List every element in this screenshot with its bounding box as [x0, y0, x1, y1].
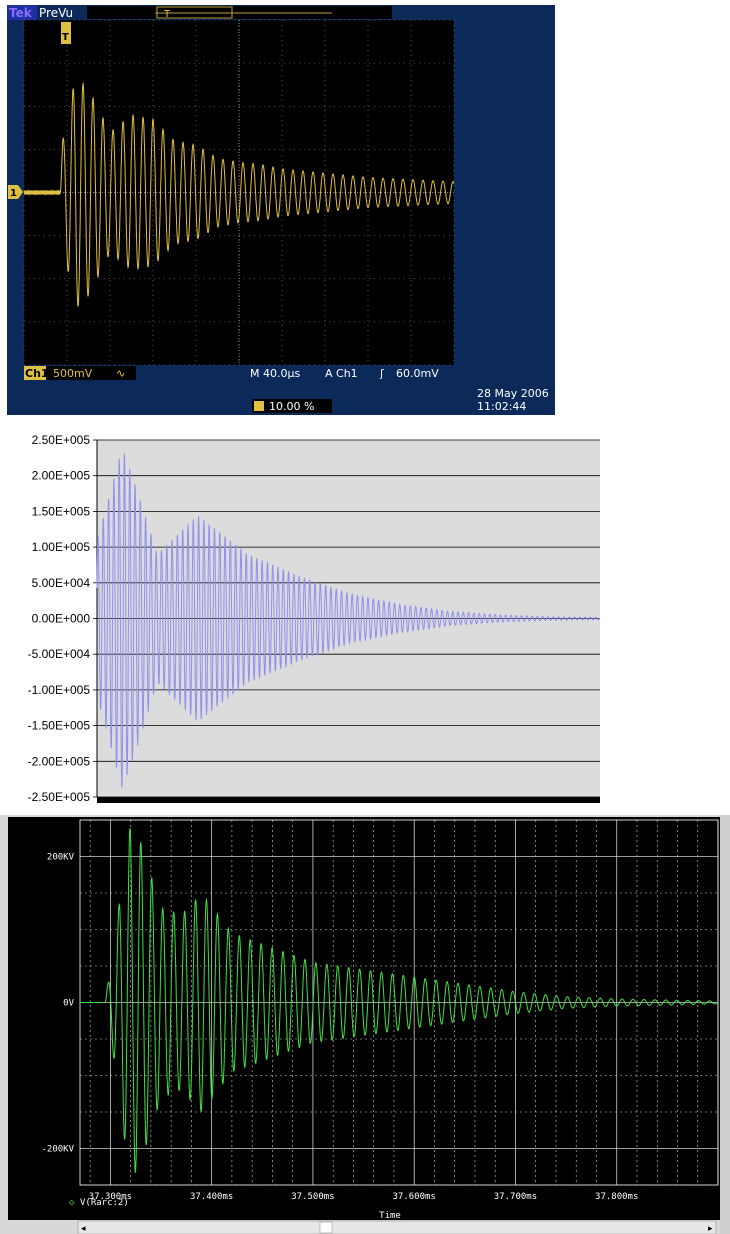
excel-y-tick-label: -1.50E+005 [28, 719, 91, 733]
scroll-left-icon[interactable]: ◂ [81, 1224, 86, 1234]
trigger-level-label: 60.0mV [396, 367, 439, 380]
pspice-x-tick-label: 37.700ms [494, 1192, 537, 1202]
excel-y-tick-label: 2.50E+005 [32, 433, 91, 447]
volts-div-label: 500mV [53, 367, 93, 380]
scroll-thumb[interactable] [319, 1221, 333, 1234]
trigger-slope-icon: ʃ [379, 367, 384, 380]
pspice-y-tick-label: 200KV [47, 853, 75, 863]
pspice-background [8, 817, 727, 1220]
trigger-position-label: 10.00 % [269, 400, 314, 413]
excel-y-tick-label: 1.50E+005 [32, 504, 91, 518]
excel-y-tick-label: 0.00E+000 [32, 612, 91, 626]
record-view-window[interactable] [156, 6, 233, 19]
excel-y-tick-label: -1.00E+005 [28, 683, 91, 697]
pspice-x-tick-label: 37.600ms [393, 1192, 436, 1202]
trigger-position-small-icon [254, 401, 264, 411]
excel-chart: 2.50E+005 2.00E+005 1.50E+005 1.00E+005 5.00… [28, 433, 601, 804]
trigger-source-label: A Ch1 [325, 367, 358, 380]
x-axis-label: Time [379, 1211, 401, 1221]
channel-badge[interactable] [24, 366, 46, 380]
scope-grid [23, 19, 455, 366]
excel-trace [96, 453, 601, 788]
brand-label: Tek [9, 6, 33, 20]
coupling-icon: ∿ [116, 367, 125, 380]
record-trigger-marker: T [163, 9, 171, 20]
pspice-y-axis: 200KV 0V -200KV [41, 853, 74, 1155]
timebase-label: M 40.0µs [250, 367, 300, 380]
pspice-x-tick-label: 37.400ms [190, 1192, 233, 1202]
scope-trace [23, 81, 455, 307]
pspice-x-axis: 37.300ms 37.400ms 37.500ms 37.600ms 37.700ms… [89, 1192, 639, 1202]
scroll-right-icon[interactable]: ▸ [708, 1224, 713, 1234]
pspice-y-tick-label: 0V [63, 999, 74, 1009]
pspice-x-tick-label: 37.800ms [595, 1192, 638, 1202]
channel-label: Ch1 [25, 367, 49, 380]
excel-y-tick-label: -2.50E+005 [28, 790, 91, 804]
excel-y-tick-label: 5.00E+004 [32, 576, 91, 590]
trigger-position-box [252, 399, 332, 413]
horizontal-scrollbar[interactable] [77, 1220, 717, 1234]
time-label: 11:02:44 [477, 400, 526, 413]
legend-label[interactable]: V(Rarc:2) [80, 1198, 129, 1208]
excel-y-axis: 2.50E+005 2.00E+005 1.50E+005 1.00E+005 5.00… [28, 433, 98, 804]
excel-y-tick-label: -5.00E+004 [28, 647, 91, 661]
oscilloscope-screen: Tek PreVu T T 1 Ch1 500mV ∿ M 40.0µs A C… [7, 5, 555, 415]
channel-1-marker-label: 1 [10, 188, 17, 199]
excel-y-tick-label: 1.00E+005 [32, 540, 91, 554]
trigger-position-icon[interactable] [61, 22, 71, 44]
pspice-vertical-scrollbar[interactable] [720, 815, 730, 1234]
pspice-grid [79, 819, 719, 1186]
mode-label: PreVu [39, 6, 73, 20]
pspice-y-tick-label: -200KV [41, 1145, 74, 1155]
pspice-trace [80, 828, 719, 1173]
brand-box [7, 5, 37, 20]
pspice-x-tick-label: 37.300ms [89, 1192, 132, 1202]
pspice-x-tick-label: 37.500ms [291, 1192, 334, 1202]
excel-y-tick-label: -2.00E+005 [28, 754, 91, 768]
excel-x-axis-bar [97, 797, 600, 803]
legend-marker-icon: ◇ [69, 1198, 75, 1208]
date-label: 28 May 2006 [477, 387, 549, 400]
volts-div-box [46, 366, 136, 380]
channel-1-ground-marker-icon[interactable] [8, 185, 23, 199]
excel-y-tick-label: 2.00E+005 [32, 469, 91, 483]
trigger-position-icon-label: T [62, 32, 69, 43]
